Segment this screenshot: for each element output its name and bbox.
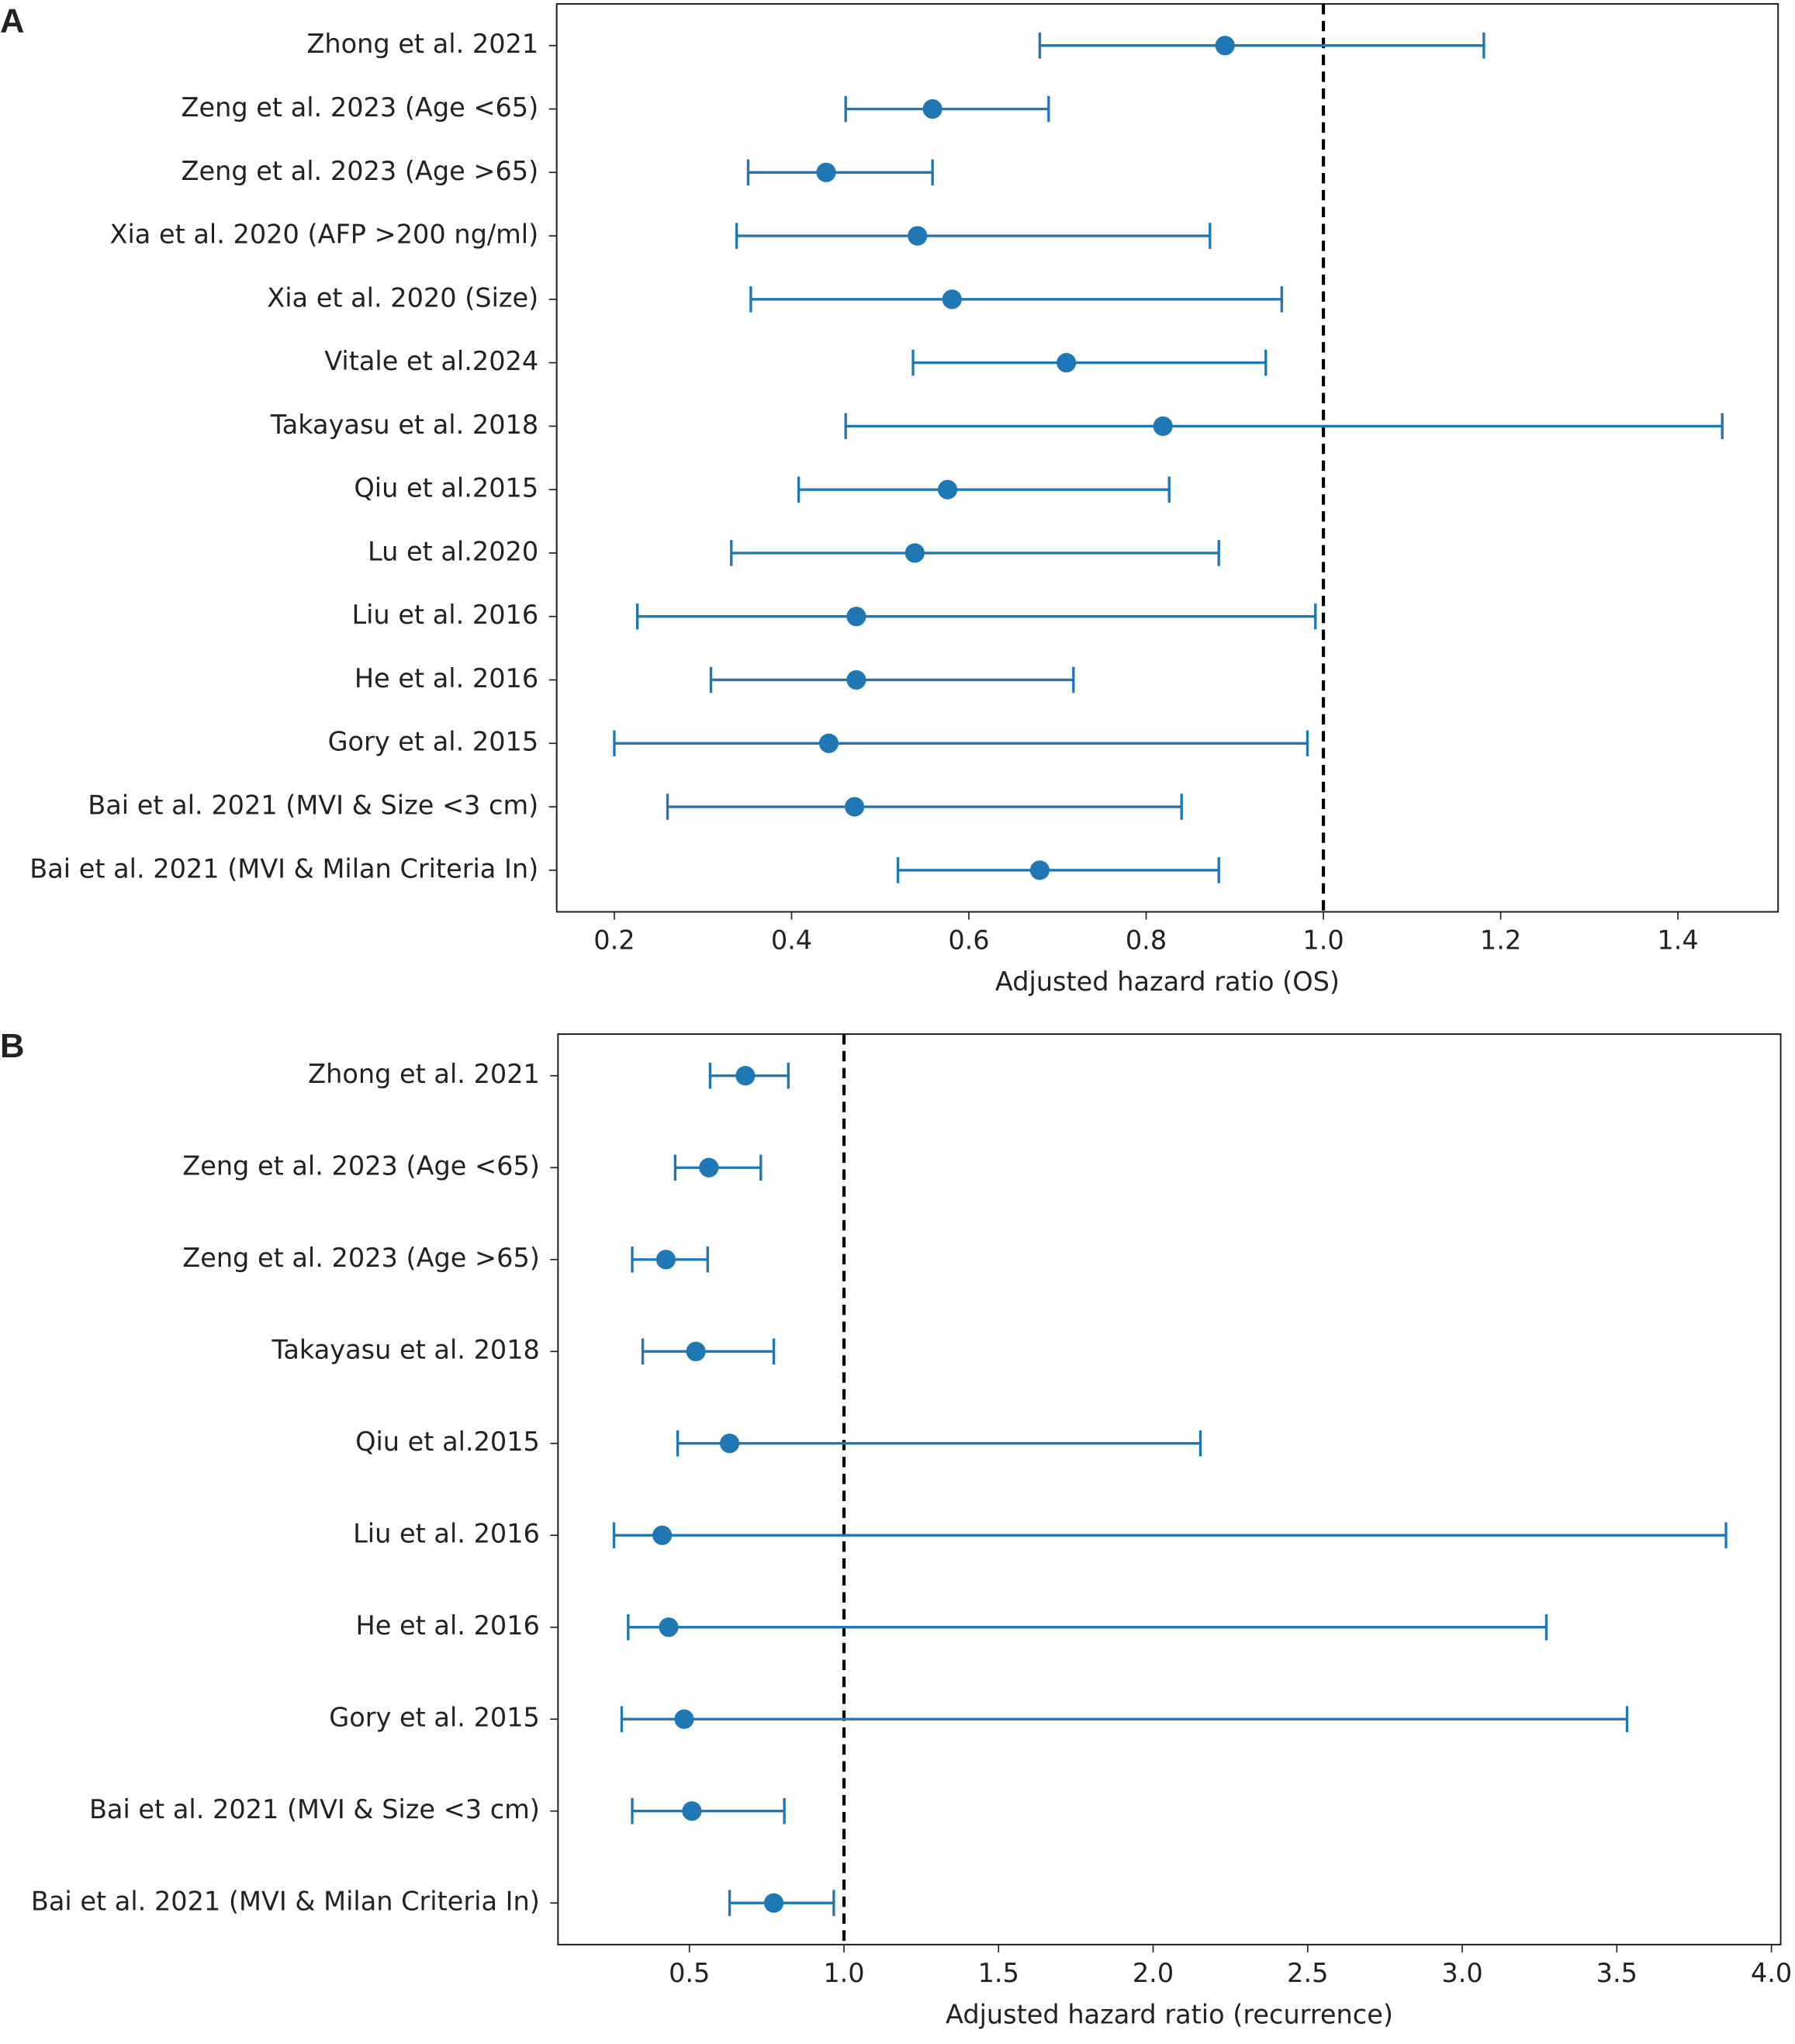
y-tick-label: Bai et al. 2021 (MVI & Milan Criteria In… — [29, 853, 538, 884]
panel-label: B — [0, 1028, 24, 1065]
point-estimate — [942, 289, 962, 310]
point-estimate — [682, 1801, 702, 1821]
x-tick-label: 1.2 — [1480, 925, 1521, 956]
x-tick-label: 0.2 — [593, 925, 635, 956]
y-tick-label: Zeng et al. 2023 (Age >65) — [182, 156, 539, 186]
x-tick-label: 0.4 — [771, 925, 812, 956]
y-tick-label: Gory et al. 2015 — [329, 1703, 540, 1733]
point-estimate — [904, 543, 925, 563]
y-tick-label: Zhong et al. 2021 — [308, 1059, 540, 1089]
y-tick-label: Zeng et al. 2023 (Age <65) — [182, 92, 539, 123]
y-tick-label: Liu et al. 2016 — [353, 1519, 540, 1549]
x-tick-label: 4.0 — [1751, 1958, 1792, 1988]
x-tick-label: 0.5 — [669, 1958, 710, 1988]
point-estimate — [908, 226, 928, 246]
y-tick-label: Vitale et al.2024 — [324, 346, 538, 376]
x-tick-label: 3.5 — [1596, 1958, 1638, 1988]
y-tick-label: Zeng et al. 2023 (Age >65) — [182, 1243, 540, 1273]
point-estimate — [816, 162, 836, 182]
point-estimate — [659, 1617, 679, 1638]
panel-label: A — [0, 3, 24, 40]
point-estimate — [846, 607, 866, 627]
y-tick-label: Gory et al. 2015 — [328, 727, 539, 757]
point-estimate — [1057, 353, 1077, 373]
point-estimate — [719, 1434, 740, 1454]
x-tick-label: 1.4 — [1657, 925, 1698, 956]
point-estimate — [1215, 36, 1235, 56]
y-tick-label: Zhong et al. 2021 — [306, 29, 538, 59]
x-tick-label: 0.6 — [948, 925, 989, 956]
point-estimate — [922, 99, 942, 119]
point-estimate — [686, 1341, 706, 1361]
y-tick-label: Lu et al.2020 — [368, 536, 538, 566]
y-tick-label: Bai et al. 2021 (MVI & Size <3 cm) — [88, 790, 538, 821]
y-tick-label: He et al. 2016 — [355, 663, 538, 693]
point-estimate — [763, 1893, 784, 1913]
y-tick-label: Xia et al. 2020 (AFP >200 ng/ml) — [110, 220, 539, 250]
y-tick-label: Qiu et al.2015 — [354, 473, 538, 503]
y-tick-label: Bai et al. 2021 (MVI & Size <3 cm) — [89, 1794, 540, 1824]
y-tick-label: Takayasu et al. 2018 — [270, 410, 538, 440]
plot-frame — [555, 3, 1779, 913]
x-tick-label: 1.0 — [823, 1958, 864, 1988]
x-tick-label: 2.0 — [1133, 1958, 1174, 1988]
y-tick-label: Qiu et al.2015 — [355, 1427, 540, 1457]
x-axis-label: Adjusted hazard ratio (recurrence) — [946, 2000, 1393, 2030]
plot-frame — [557, 1033, 1782, 1945]
point-estimate — [1029, 860, 1050, 880]
point-estimate — [1153, 416, 1173, 436]
x-axis-label: Adjusted hazard ratio (OS) — [995, 967, 1340, 997]
y-tick-label: Bai et al. 2021 (MVI & Milan Criteria In… — [31, 1887, 540, 1917]
point-estimate — [818, 733, 839, 753]
point-estimate — [655, 1250, 676, 1270]
point-estimate — [845, 797, 865, 817]
x-tick-label: 1.0 — [1302, 925, 1344, 956]
x-tick-label: 3.0 — [1441, 1958, 1482, 1988]
y-tick-label: He et al. 2016 — [356, 1610, 540, 1641]
point-estimate — [674, 1709, 694, 1729]
point-estimate — [846, 669, 866, 690]
point-estimate — [652, 1525, 673, 1545]
y-tick-label: Liu et al. 2016 — [351, 600, 538, 630]
point-estimate — [699, 1157, 719, 1178]
x-tick-label: 1.5 — [978, 1958, 1019, 1988]
point-estimate — [735, 1066, 756, 1086]
y-tick-label: Takayasu et al. 2018 — [271, 1335, 539, 1365]
x-tick-label: 2.5 — [1287, 1958, 1328, 1988]
y-tick-label: Zeng et al. 2023 (Age <65) — [182, 1151, 540, 1181]
x-tick-label: 0.8 — [1126, 925, 1167, 956]
y-tick-label: Xia et al. 2020 (Size) — [267, 282, 538, 313]
point-estimate — [937, 479, 958, 500]
